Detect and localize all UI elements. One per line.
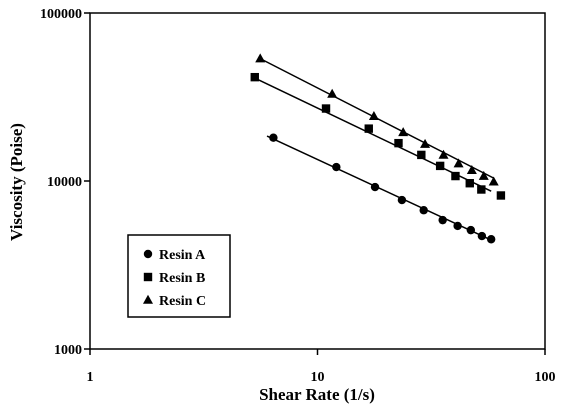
y-tick-label-1000: 1000 <box>54 343 82 358</box>
legend: Resin A Resin B Resin C <box>127 234 231 318</box>
resin-a-point-7 <box>453 221 462 231</box>
x-axis-title: Shear Rate (1/s) <box>259 385 375 404</box>
resin-a-point-5 <box>419 206 428 215</box>
x-tick-label-10: 10 <box>311 370 325 385</box>
resin-c-point-7 <box>453 158 464 168</box>
resin-c-point-1 <box>255 53 266 63</box>
x-tick-label-1: 1 <box>87 370 94 385</box>
resin-a-point-1 <box>269 133 278 142</box>
resin-b-point-6 <box>435 161 445 171</box>
resin-b-point-5 <box>417 150 426 160</box>
fit-lines <box>254 57 495 241</box>
legend-marker-resin-c <box>143 294 153 304</box>
resin-a-point-8 <box>466 225 476 235</box>
resin-c-point-3 <box>368 111 379 121</box>
resin-b-point-4 <box>394 138 403 148</box>
legend-marker-resin-a <box>143 249 153 259</box>
resin-a-fit-line <box>266 135 492 241</box>
legend-marker-resin-b <box>143 272 153 282</box>
resin-a-point-10 <box>486 235 496 244</box>
markers <box>250 53 506 244</box>
resin-b-point-3 <box>364 124 373 133</box>
resin-b-point-7 <box>451 171 460 181</box>
resin-b-point-2 <box>321 104 331 113</box>
resin-c-point-5 <box>420 138 431 148</box>
resin-a-point-2 <box>332 162 341 172</box>
resin-b-point-8 <box>465 179 474 188</box>
resin-b-point-1 <box>250 72 259 82</box>
resin-c-point-9 <box>478 170 489 180</box>
legend-label-resin-b: Resin B <box>159 271 205 286</box>
resin-b-point-9 <box>477 185 486 194</box>
resin-c-point-2 <box>327 88 338 98</box>
resin-a-point-3 <box>370 182 380 192</box>
legend-label-resin-a: Resin A <box>159 248 206 263</box>
y-tick-label-10000: 10000 <box>47 175 82 190</box>
resin-c-point-6 <box>438 149 449 159</box>
axis-ticks: 1 10 100 1000 10000 100000 <box>40 7 556 385</box>
resin-a-point-6 <box>438 215 447 225</box>
resin-c-point-8 <box>466 164 477 174</box>
resin-a-point-4 <box>397 195 407 205</box>
resin-c-point-10 <box>488 176 499 186</box>
legend-label-resin-c: Resin C <box>159 294 206 309</box>
y-tick-label-100000: 100000 <box>40 7 82 22</box>
y-axis-title: Viscosity (Poise) <box>7 123 26 241</box>
resin-a-point-9 <box>477 231 487 241</box>
resin-b-point-10 <box>496 191 506 200</box>
resin-c-point-4 <box>398 127 409 137</box>
x-tick-label-100: 100 <box>535 370 556 385</box>
